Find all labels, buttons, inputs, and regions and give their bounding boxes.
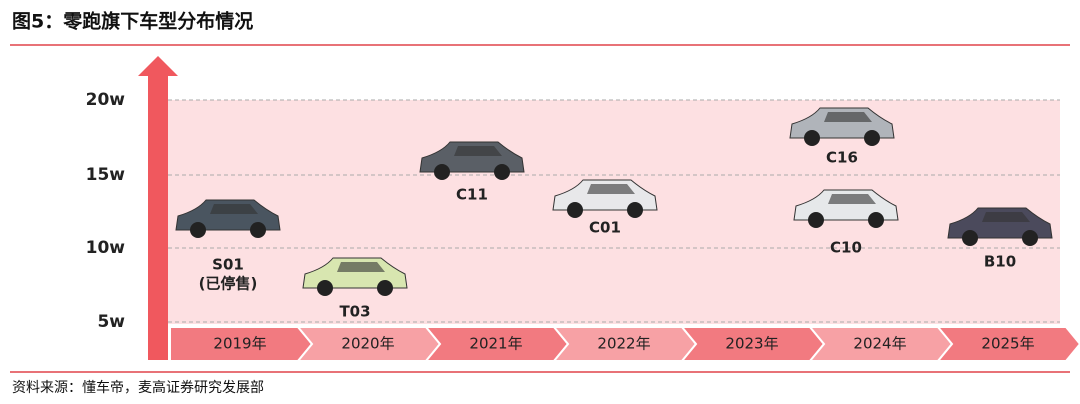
car-body: [947, 207, 1053, 239]
car-window: [828, 194, 876, 204]
car-window: [824, 112, 872, 122]
car-wheel: [962, 230, 978, 246]
car-wheel: [434, 164, 450, 180]
car-window: [587, 184, 635, 194]
car-window: [982, 212, 1030, 222]
car-wheel: [1022, 230, 1038, 246]
car-wheel: [567, 202, 583, 218]
car-window: [337, 262, 385, 272]
car-label: B10: [984, 253, 1016, 271]
car-label: C16: [826, 149, 858, 167]
year-label: 2023年: [725, 335, 778, 353]
car-body: [175, 199, 281, 231]
car-wheel: [250, 222, 266, 238]
car-wheel: [808, 212, 824, 228]
car-wheel: [190, 222, 206, 238]
year-label: 2020年: [341, 335, 394, 353]
year-chevron: [935, 326, 1080, 362]
car-body: [793, 189, 899, 221]
car-label: C01: [589, 219, 621, 237]
level-label: 20w: [86, 90, 126, 110]
year-label: 2022年: [597, 335, 650, 353]
car-label: C10: [830, 239, 862, 257]
car-window: [210, 204, 258, 214]
year-label: 2024年: [853, 335, 906, 353]
year-label: 2019年: [213, 335, 266, 353]
background-band: [168, 100, 1060, 324]
car-wheel: [804, 130, 820, 146]
car-wheel: [377, 280, 393, 296]
level-label: 15w: [86, 165, 126, 185]
source: 资料来源：懂车帝，麦高证券研究发展部: [12, 379, 264, 396]
car-wheel: [494, 164, 510, 180]
car-label: S01: [212, 256, 244, 274]
car-window: [454, 146, 502, 156]
year-label: 2025年: [981, 335, 1034, 353]
title: 图5：零跑旗下车型分布情况: [12, 10, 253, 33]
level-label: 5w: [97, 312, 125, 332]
car-body: [419, 141, 525, 173]
car-body: [789, 107, 895, 139]
year-label: 2021年: [469, 335, 522, 353]
car-body: [302, 257, 408, 289]
car-wheel: [317, 280, 333, 296]
level-label: 10w: [86, 238, 126, 258]
car-label: C11: [456, 186, 488, 204]
car-note: (已停售): [199, 275, 258, 293]
car-wheel: [868, 212, 884, 228]
car-body: [552, 179, 658, 211]
axis-arrow: [138, 56, 178, 360]
car-wheel: [864, 130, 880, 146]
car-label: T03: [339, 303, 370, 321]
car-wheel: [627, 202, 643, 218]
